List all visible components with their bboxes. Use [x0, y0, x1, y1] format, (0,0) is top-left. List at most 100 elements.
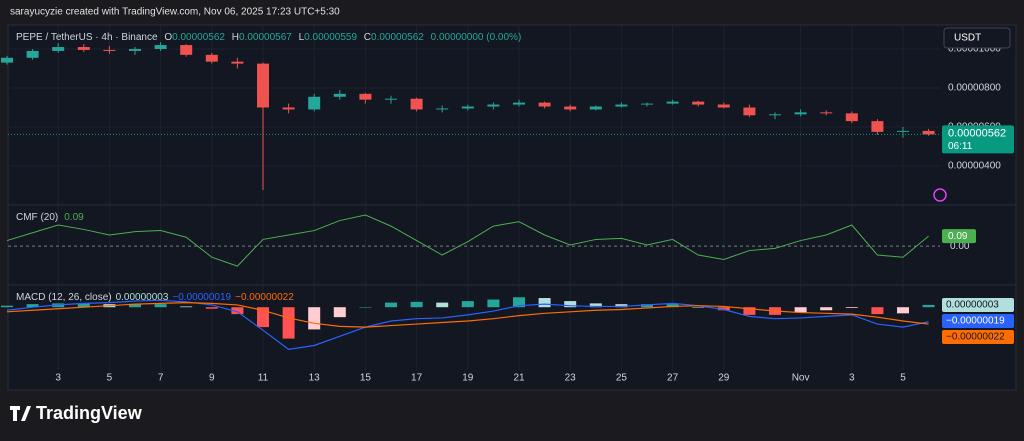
last-price-label: 0.00000562	[948, 127, 1006, 139]
candle-body	[897, 130, 909, 132]
candle-body	[564, 106, 577, 110]
candle-body	[282, 107, 295, 110]
candle-body	[615, 104, 628, 107]
last-price-box	[942, 125, 1014, 154]
x-tick-label: 3	[55, 373, 61, 384]
histogram-bar	[538, 298, 551, 308]
indicator-title: MACD (12, 26, close) 0.00000003 −0.0000001…	[16, 292, 294, 303]
candle-body	[820, 112, 833, 114]
candle-body	[794, 112, 807, 115]
currency-button[interactable]	[943, 27, 1011, 49]
chart-frame	[7, 24, 1017, 391]
x-tick-label: 13	[309, 373, 321, 384]
candle-body	[589, 106, 602, 110]
x-tick-label: 25	[616, 373, 628, 384]
x-tick-label: Nov	[792, 373, 810, 384]
ohlc-key: L	[299, 32, 305, 43]
candle-body	[871, 121, 884, 132]
histogram-bar	[641, 304, 653, 308]
candle-body	[52, 47, 65, 51]
histogram-bar	[692, 307, 705, 308]
histogram-bar	[794, 307, 807, 313]
histogram-bar	[154, 304, 167, 308]
histogram-bar	[1, 305, 13, 308]
macd-line	[6, 299, 929, 350]
candle-body	[743, 107, 756, 116]
chart-layer: 3 5 7 9 11 13 15 17 19 21 23 25 27 29 Nov 3 5 0.00001000 0…	[1, 25, 1016, 384]
indicator-value: −0.00000022	[235, 292, 294, 303]
candle-body	[717, 104, 730, 108]
histogram-bar	[385, 302, 397, 308]
candle-body	[666, 101, 679, 104]
histogram-bar	[308, 307, 321, 330]
histogram-bar	[231, 307, 244, 315]
y-tick-label: 0.00000800	[948, 83, 1001, 94]
candle-body	[129, 48, 141, 51]
currency-label[interactable]: USDT	[954, 33, 981, 44]
candle-body	[103, 49, 116, 51]
candle-body	[231, 61, 244, 64]
ohlc-key: C	[364, 32, 371, 43]
candle-body	[359, 93, 372, 100]
last-value-label: 0.09	[948, 231, 968, 242]
histogram-bar	[564, 301, 577, 308]
candle-body	[922, 130, 935, 135]
y-tick-label: 0.00000400	[948, 161, 1001, 172]
candle-body	[461, 106, 474, 109]
candle-body	[769, 114, 781, 116]
candle-body	[641, 103, 653, 105]
x-tick-label: 17	[411, 373, 423, 384]
histogram-bar	[743, 307, 756, 315]
candle-body	[436, 108, 449, 110]
candle-body	[333, 93, 346, 97]
histogram-bar	[922, 304, 935, 308]
candle-body	[487, 104, 500, 107]
indicator-value: 0.00000003	[116, 292, 169, 303]
candle-body	[205, 54, 218, 62]
x-tick-label: 15	[360, 373, 372, 384]
x-tick-label: 3	[849, 373, 855, 384]
indicator-value: 0.09	[64, 212, 84, 223]
x-tick-label: 7	[158, 373, 164, 384]
logo-icon	[10, 406, 31, 421]
value-box-label: −0.00000022	[946, 332, 1005, 343]
ohlc-key: O	[164, 32, 172, 43]
logo-text: TradingView	[36, 403, 143, 423]
ohlc-value: 0.00000567	[239, 32, 292, 43]
ohlc-key: H	[232, 32, 239, 43]
x-tick-label: 5	[107, 373, 113, 384]
candle-body	[385, 98, 397, 100]
ohlc-value: 0.00000562	[371, 32, 424, 43]
value-box-label: 0.00000003	[946, 300, 999, 311]
histogram-bar	[333, 307, 346, 318]
y-tick-label: 0.00001000	[948, 44, 1001, 55]
indicator-value: −0.00000019	[172, 292, 231, 303]
histogram-bar	[282, 307, 295, 339]
cmf-line	[6, 214, 929, 267]
histogram-bar	[436, 302, 449, 308]
histogram-bar	[666, 304, 679, 308]
histogram-bar	[359, 307, 372, 308]
histogram-bar	[589, 303, 602, 308]
y-tick-label: 0.00	[950, 241, 970, 252]
candle-body	[180, 45, 193, 55]
indicator-title: CMF (20) 0.09	[16, 212, 84, 223]
histogram-bar	[513, 297, 525, 308]
histogram-bar	[26, 304, 39, 308]
countdown: 06:11	[948, 141, 973, 152]
candle-body	[845, 113, 858, 122]
logo: TradingView	[10, 403, 143, 423]
candle-body	[257, 63, 269, 108]
histogram-bar	[77, 303, 90, 308]
candle-body	[538, 102, 551, 107]
candle-body	[1, 57, 13, 63]
alert-icon[interactable]	[933, 188, 947, 202]
candle-body	[26, 50, 39, 58]
value-box	[942, 330, 1014, 344]
histogram-bar	[871, 307, 884, 315]
ohlc-value: 0.00000562	[172, 32, 225, 43]
histogram-bar	[487, 299, 500, 308]
x-tick-label: 29	[718, 373, 730, 384]
x-tick-label: 5	[900, 373, 906, 384]
